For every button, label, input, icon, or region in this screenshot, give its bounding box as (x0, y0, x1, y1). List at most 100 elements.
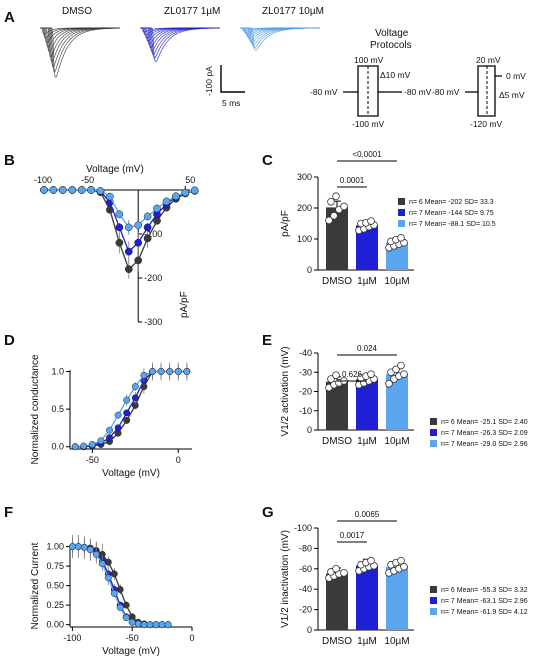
x-axis-title: Voltage (mV) (86, 164, 144, 175)
data-point (124, 265, 133, 274)
y-tick-label: 0.75 (46, 561, 64, 571)
data-point (86, 546, 94, 554)
data-point (149, 368, 156, 375)
data-point (367, 556, 375, 565)
panel-label-f: F (4, 504, 13, 521)
data-point (325, 216, 333, 225)
panel-label-a: A (4, 9, 15, 26)
bar (326, 573, 348, 630)
data-point (143, 223, 152, 232)
data-point (174, 368, 182, 375)
legend-swatch (430, 586, 437, 593)
data-point (146, 621, 154, 629)
data-point (181, 188, 190, 197)
x-tick-label: 0 (189, 633, 194, 643)
data-point (367, 217, 375, 225)
y-tick-label: -60 (299, 564, 312, 574)
p2-left: -80 mV (432, 87, 460, 97)
data-point (134, 221, 143, 230)
protocol1-lower (357, 92, 379, 117)
data-point (40, 186, 48, 194)
y-tick-label: -100 (294, 523, 312, 533)
data-point (106, 434, 113, 442)
protocol-activation: 100 mV Δ10 mV -80 mV -80 mV -100 mV (310, 55, 432, 129)
legend-entry: n= 7 Mean= -63.1 SD= 2.96 (441, 598, 528, 605)
y-tick-label: 0 (307, 625, 312, 635)
series-line (75, 370, 187, 448)
data-point (190, 186, 199, 195)
data-point (123, 409, 131, 417)
data-point (122, 614, 130, 622)
inactivation-curve-chart: -100 -50 0 0.00 0.25 0.50 0.75 1.00 Voltage (mV)… (30, 534, 195, 657)
series-line (44, 189, 195, 229)
data-point (140, 371, 148, 379)
y-axis-title: pA/pF (179, 291, 190, 318)
y-axis-title: Normalized Current (30, 542, 41, 629)
data-point (140, 621, 148, 629)
p1-top: 100 mV (354, 55, 384, 65)
data-point (332, 371, 340, 379)
x-tick-label: -100 (34, 175, 52, 185)
data-point (152, 621, 160, 629)
y-tick-label: 1.00 (46, 542, 64, 552)
data-point (400, 370, 408, 378)
legend-entry: n= 6 Mean= -202 SD= 33.3 (409, 199, 494, 206)
data-point (110, 570, 118, 578)
p-value: 0.024 (357, 344, 378, 353)
category-label: 1µM (357, 636, 377, 647)
data-point (340, 569, 348, 577)
y-tick-label: 0.0 (51, 442, 64, 452)
trace-title-zl10: ZL0177 10µM (262, 6, 324, 17)
x-axis-title: Voltage (mV) (102, 468, 160, 479)
y-tick-label: 200 (297, 203, 312, 213)
data-point (58, 186, 67, 194)
category-label: 10µM (384, 436, 409, 447)
y-axis-title: Normalized conductance (30, 354, 41, 464)
y-tick-label: -40 (299, 348, 312, 358)
series-line (75, 370, 187, 448)
series-line (75, 370, 187, 448)
activation-curve-chart: -50 0 0.0 0.5 1.0 Voltage (mV) Normalized cond… (30, 354, 192, 479)
y-tick-label: 0.5 (51, 404, 64, 414)
category-label: 1µM (357, 276, 377, 287)
y-tick-label: 300 (297, 172, 312, 182)
legend-entry: n= 7 Mean= -144 SD= 9.75 (409, 210, 494, 217)
x-tick-label: -100 (63, 633, 81, 643)
data-point (397, 233, 405, 242)
bar (356, 565, 378, 630)
legend-swatch (398, 220, 405, 227)
legend-swatch (430, 418, 437, 425)
bar (326, 381, 348, 430)
legend-entry: n= 6 Mean= -55.3 SD= 3.32 (441, 587, 528, 594)
data-point (131, 383, 139, 391)
data-point (397, 556, 405, 565)
data-point (124, 247, 133, 256)
data-point (340, 202, 348, 211)
data-point (143, 212, 152, 221)
y-axis-title: V1/2 activation (mV) (280, 346, 291, 436)
data-point (153, 204, 161, 213)
legend-swatch (430, 597, 437, 604)
data-point (92, 550, 100, 558)
data-point (162, 197, 171, 206)
data-point (68, 186, 77, 194)
data-point (114, 424, 122, 432)
p1-left: -80 mV (310, 87, 338, 97)
scale-current-label: -100 pA (204, 66, 214, 96)
legend-entry: n= 7 Mean= -88.1 SD= 10.5 (409, 221, 496, 228)
y-tick-label: 0.50 (46, 581, 64, 591)
x-tick-label: 50 (185, 175, 195, 185)
data-point (124, 223, 133, 232)
data-point (166, 368, 174, 375)
data-point (96, 187, 105, 195)
data-point (97, 437, 105, 445)
data-point (392, 365, 400, 374)
data-point (106, 192, 114, 201)
p2-top: 20 mV (476, 55, 501, 65)
data-point (158, 621, 166, 629)
data-point (131, 394, 139, 402)
data-point (116, 586, 124, 593)
panel-label-e: E (262, 332, 272, 349)
